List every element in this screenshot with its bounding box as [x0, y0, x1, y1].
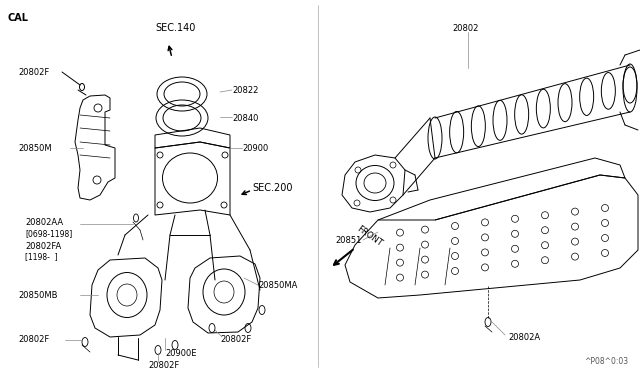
- Text: 20802F: 20802F: [220, 336, 252, 344]
- Text: 20850M: 20850M: [18, 144, 52, 153]
- Text: 20802F: 20802F: [148, 360, 179, 369]
- Text: FRONT: FRONT: [355, 224, 384, 248]
- Text: [1198-  ]: [1198- ]: [25, 253, 58, 262]
- Text: 20802FA: 20802FA: [25, 241, 61, 250]
- Text: 20900E: 20900E: [165, 350, 196, 359]
- Text: 20802: 20802: [452, 23, 478, 32]
- Text: 20851: 20851: [335, 235, 362, 244]
- Text: 20850MB: 20850MB: [18, 291, 58, 299]
- Text: ^P08^0:03: ^P08^0:03: [584, 357, 628, 366]
- Text: SEC.200: SEC.200: [252, 183, 292, 193]
- Text: [0698-1198]: [0698-1198]: [25, 230, 72, 238]
- Text: CAL: CAL: [8, 13, 29, 23]
- Text: 20840: 20840: [232, 113, 259, 122]
- Text: 20900: 20900: [242, 144, 268, 153]
- Text: SEC.140: SEC.140: [155, 23, 195, 33]
- Text: 20802F: 20802F: [18, 67, 49, 77]
- Text: 20802AA: 20802AA: [25, 218, 63, 227]
- Text: 20850MA: 20850MA: [258, 280, 298, 289]
- Text: 20802F: 20802F: [18, 336, 49, 344]
- Text: 20802A: 20802A: [508, 334, 540, 343]
- Text: 20822: 20822: [232, 86, 259, 94]
